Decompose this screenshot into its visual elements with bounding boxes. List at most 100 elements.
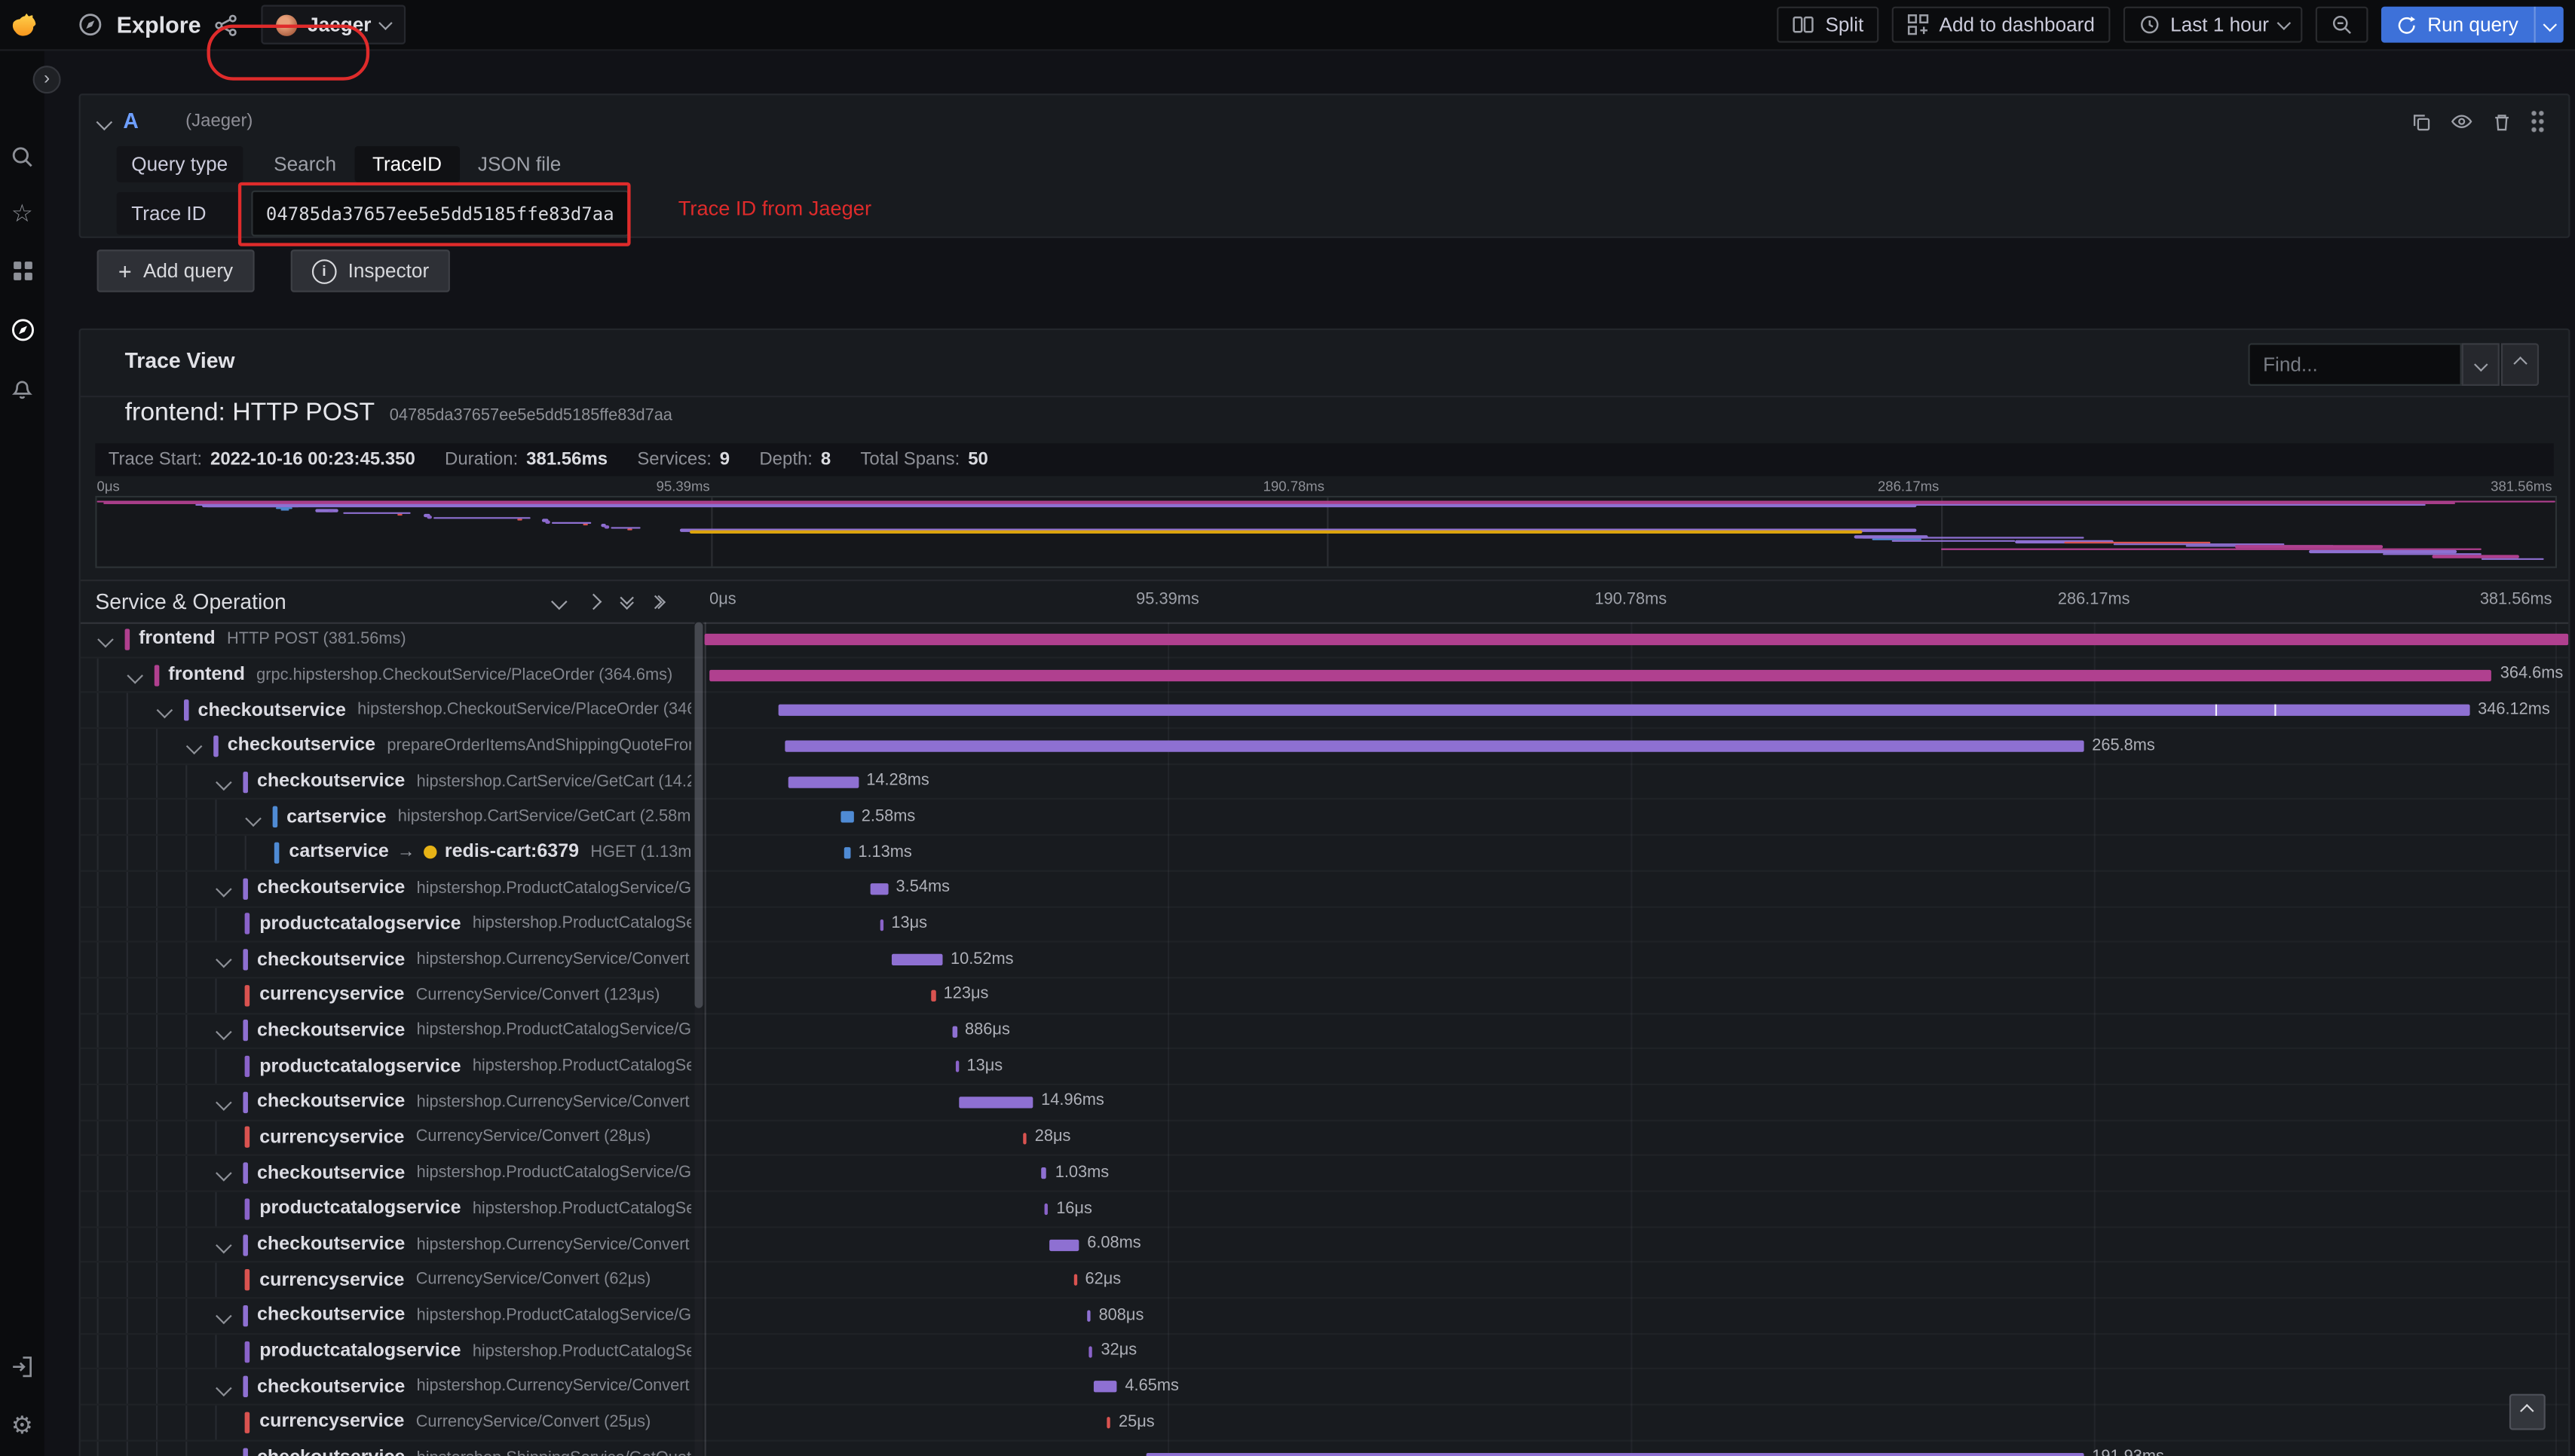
share-icon[interactable] bbox=[214, 12, 239, 37]
search-icon[interactable] bbox=[0, 145, 44, 170]
span-row[interactable]: checkoutservice hipstershop.CurrencyServi… bbox=[81, 1227, 2569, 1263]
span-bar[interactable] bbox=[779, 705, 2470, 717]
span-bar[interactable] bbox=[1044, 1203, 1049, 1216]
span-row[interactable]: productcatalogservice hipstershop.Product… bbox=[81, 1191, 2569, 1228]
expand-chevron-icon[interactable] bbox=[216, 774, 231, 790]
datasource-picker[interactable]: Jaeger bbox=[262, 5, 406, 44]
tab-json-file[interactable]: JSON file bbox=[477, 152, 562, 176]
span-row[interactable]: productcatalogservice hipstershop.Product… bbox=[81, 1049, 2569, 1085]
span-row[interactable]: frontend HTTP POST (381.56ms) bbox=[81, 622, 2569, 658]
span-bar[interactable] bbox=[880, 918, 883, 931]
sign-in-icon[interactable] bbox=[0, 1354, 44, 1379]
span-row[interactable]: checkoutservice hipstershop.CheckoutServi… bbox=[81, 693, 2569, 729]
span-bar[interactable] bbox=[870, 882, 888, 895]
span-row[interactable]: frontend grpc.hipstershop.CheckoutService… bbox=[81, 657, 2569, 693]
span-row[interactable]: checkoutservice hipstershop.CartService/G… bbox=[81, 764, 2569, 800]
star-icon[interactable]: ☆ bbox=[11, 200, 34, 228]
span-bar[interactable] bbox=[840, 812, 853, 824]
span-list-scrollbar[interactable] bbox=[694, 622, 703, 1456]
dashboards-icon[interactable] bbox=[0, 259, 44, 283]
trace-id-input[interactable] bbox=[251, 190, 629, 237]
inspector-button[interactable]: i Inspector bbox=[290, 249, 451, 292]
span-bar[interactable] bbox=[1146, 1452, 2084, 1456]
grafana-logo-icon[interactable] bbox=[10, 10, 39, 39]
expand-chevron-icon[interactable] bbox=[216, 880, 231, 896]
expand-chevron-icon[interactable] bbox=[246, 809, 262, 825]
drag-handle-icon[interactable] bbox=[2531, 109, 2546, 133]
span-bar[interactable] bbox=[955, 1060, 959, 1073]
explore-icon[interactable] bbox=[0, 317, 44, 343]
span-bar[interactable] bbox=[890, 954, 943, 966]
span-bar[interactable] bbox=[1094, 1381, 1117, 1393]
expand-chevron-icon[interactable] bbox=[127, 667, 143, 683]
span-row[interactable]: checkoutservice hipstershop.CurrencyServi… bbox=[81, 1084, 2569, 1121]
find-next-button[interactable] bbox=[2461, 343, 2500, 386]
settings-gear-icon[interactable]: ⚙ bbox=[11, 1412, 34, 1440]
span-bar[interactable] bbox=[1073, 1274, 1077, 1286]
span-row[interactable]: productcatalogservice hipstershop.Product… bbox=[81, 1334, 2569, 1370]
alerting-bell-icon[interactable] bbox=[0, 376, 44, 401]
tab-search[interactable]: Search bbox=[274, 152, 337, 176]
scrollbar-thumb[interactable] bbox=[694, 622, 703, 1008]
find-prev-button[interactable] bbox=[2500, 343, 2540, 386]
span-bar[interactable] bbox=[1086, 1310, 1091, 1322]
split-button[interactable]: Split bbox=[1777, 6, 1878, 43]
span-row[interactable]: checkoutservice hipstershop.ProductCatalo… bbox=[81, 1156, 2569, 1191]
expand-chevron-icon[interactable] bbox=[216, 1379, 231, 1395]
span-row[interactable]: checkoutservice hipstershop.ProductCatalo… bbox=[81, 1298, 2569, 1334]
span-row[interactable]: checkoutservice prepareOrderItemsAndShipp… bbox=[81, 729, 2569, 764]
span-bar[interactable] bbox=[1042, 1167, 1047, 1179]
span-bar[interactable] bbox=[932, 990, 935, 1002]
span-bar[interactable] bbox=[1089, 1345, 1093, 1358]
expand-chevron-icon[interactable] bbox=[216, 952, 231, 968]
trace-minimap[interactable] bbox=[95, 495, 2558, 568]
add-to-dashboard-button[interactable]: Add to dashboard bbox=[1891, 6, 2110, 43]
collapse-one-icon[interactable] bbox=[551, 593, 568, 610]
expand-chevron-icon[interactable] bbox=[157, 702, 173, 718]
run-query-dropdown[interactable] bbox=[2533, 6, 2563, 43]
span-row[interactable]: checkoutservice hipstershop.CurrencyServi… bbox=[81, 1369, 2569, 1406]
span-row[interactable]: currencyservice CurrencyService/Convert (… bbox=[81, 978, 2569, 1014]
copy-query-icon[interactable] bbox=[2411, 111, 2432, 132]
span-row[interactable]: productcatalogservice hipstershop.Product… bbox=[81, 907, 2569, 943]
expand-chevron-icon[interactable] bbox=[216, 1094, 231, 1110]
span-bar[interactable] bbox=[788, 775, 859, 788]
scroll-to-top-button[interactable] bbox=[2509, 1393, 2546, 1430]
expand-chevron-icon[interactable] bbox=[216, 1450, 231, 1456]
hide-query-eye-icon[interactable] bbox=[2450, 110, 2473, 133]
span-row[interactable]: currencyservice CurrencyService/Convert (… bbox=[81, 1121, 2569, 1156]
sidebar-expand-button[interactable]: › bbox=[32, 66, 61, 94]
span-row[interactable]: checkoutservice hipstershop.ShippingServi… bbox=[81, 1441, 2569, 1456]
span-row[interactable]: checkoutservice hipstershop.ProductCatalo… bbox=[81, 871, 2569, 907]
expand-chevron-icon[interactable] bbox=[97, 632, 113, 647]
span-row[interactable]: cartservice → redis-cart:6379 HGET (1.13ms)… bbox=[81, 836, 2569, 871]
expand-chevron-icon[interactable] bbox=[216, 1237, 231, 1253]
span-row[interactable]: cartservice hipstershop.CartService/GetCa… bbox=[81, 800, 2569, 836]
span-row[interactable]: currencyservice CurrencyService/Convert (… bbox=[81, 1406, 2569, 1441]
delete-query-trash-icon[interactable] bbox=[2491, 111, 2512, 132]
expand-chevron-icon[interactable] bbox=[216, 1023, 231, 1038]
span-bar[interactable] bbox=[844, 847, 850, 859]
expand-all-icon[interactable] bbox=[648, 595, 665, 608]
collapse-query-chevron[interactable] bbox=[96, 114, 113, 131]
span-row[interactable]: checkoutservice hipstershop.CurrencyServi… bbox=[81, 942, 2569, 978]
span-bar[interactable] bbox=[709, 669, 2492, 681]
tab-traceid[interactable]: TraceID bbox=[354, 145, 460, 182]
span-bar[interactable] bbox=[784, 740, 2084, 752]
span-bar[interactable] bbox=[1023, 1132, 1027, 1144]
add-query-button[interactable]: + Add query bbox=[96, 249, 255, 292]
expand-chevron-icon[interactable] bbox=[186, 738, 202, 754]
expand-chevron-icon[interactable] bbox=[216, 1165, 231, 1181]
run-query-button[interactable]: Run query bbox=[2381, 6, 2564, 43]
find-input[interactable] bbox=[2248, 343, 2462, 386]
span-bar[interactable] bbox=[952, 1025, 957, 1037]
span-row[interactable]: checkoutservice hipstershop.ProductCatalo… bbox=[81, 1014, 2569, 1049]
span-row[interactable]: currencyservice CurrencyService/Convert (… bbox=[81, 1263, 2569, 1298]
span-bar[interactable] bbox=[1107, 1417, 1111, 1429]
expand-one-icon[interactable] bbox=[585, 593, 602, 610]
zoom-out-button[interactable] bbox=[2316, 6, 2368, 43]
span-bar[interactable] bbox=[960, 1097, 1033, 1109]
span-bar[interactable] bbox=[704, 633, 2569, 646]
collapse-all-icon[interactable] bbox=[620, 590, 634, 608]
time-range-picker[interactable]: Last 1 hour bbox=[2122, 6, 2303, 43]
